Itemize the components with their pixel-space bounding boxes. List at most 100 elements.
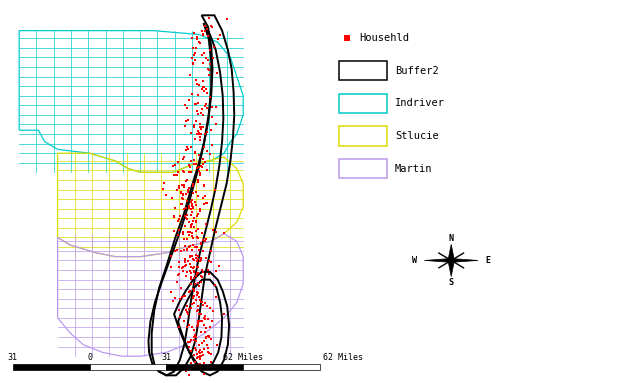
Point xyxy=(200,28,211,34)
Point xyxy=(204,258,214,264)
Point xyxy=(196,267,207,273)
Point xyxy=(183,189,193,195)
Point xyxy=(211,268,221,274)
Point xyxy=(189,52,200,58)
Point xyxy=(193,193,203,199)
Point xyxy=(191,219,201,225)
Point xyxy=(186,270,196,276)
Text: N: N xyxy=(449,234,454,243)
Point xyxy=(204,334,214,340)
Point xyxy=(186,91,196,97)
Point xyxy=(179,206,189,212)
Text: Buffer2: Buffer2 xyxy=(395,66,438,76)
Polygon shape xyxy=(424,259,451,262)
Point xyxy=(197,299,207,305)
Point xyxy=(188,204,198,210)
Point xyxy=(202,148,212,154)
Point xyxy=(193,100,204,106)
Point xyxy=(180,293,191,299)
Point xyxy=(195,318,205,324)
Point xyxy=(192,271,202,277)
Point xyxy=(186,224,196,230)
Point xyxy=(189,124,199,130)
Point xyxy=(186,360,196,367)
Polygon shape xyxy=(448,260,454,277)
Point xyxy=(213,36,223,42)
Point xyxy=(175,296,185,302)
Point xyxy=(189,215,199,221)
Point xyxy=(190,281,200,287)
Point xyxy=(189,275,199,281)
Point xyxy=(177,156,188,162)
Point xyxy=(182,198,192,204)
Point xyxy=(179,185,189,191)
Point xyxy=(192,308,202,314)
Text: S: S xyxy=(449,278,454,286)
Point xyxy=(181,118,191,124)
Point xyxy=(177,231,188,237)
Point xyxy=(188,234,198,241)
Point xyxy=(198,322,209,328)
Point xyxy=(187,54,197,61)
Point xyxy=(180,123,190,129)
Text: W: W xyxy=(412,256,417,265)
Point xyxy=(211,121,221,127)
Point xyxy=(189,334,200,340)
Point xyxy=(198,32,208,38)
Point xyxy=(196,311,206,318)
Point xyxy=(193,235,203,241)
Point xyxy=(219,230,229,236)
Point xyxy=(213,264,223,270)
Point xyxy=(187,201,197,207)
Point xyxy=(182,247,193,253)
Point xyxy=(182,269,192,275)
Point xyxy=(188,268,198,275)
Point xyxy=(193,256,203,262)
Point xyxy=(198,237,209,243)
Point xyxy=(202,200,212,206)
Point xyxy=(207,105,218,111)
Point xyxy=(193,308,203,314)
Point xyxy=(186,169,196,175)
Point xyxy=(207,24,217,30)
Point xyxy=(193,179,204,185)
Point xyxy=(189,224,199,231)
Point xyxy=(195,208,205,214)
Point xyxy=(204,66,214,72)
Point xyxy=(184,162,195,168)
Point xyxy=(166,264,176,270)
Text: 62 Miles: 62 Miles xyxy=(323,353,364,362)
Point xyxy=(180,223,190,229)
Point xyxy=(179,154,189,160)
Point xyxy=(195,297,205,303)
Point xyxy=(192,81,202,87)
Point xyxy=(185,260,195,267)
Point xyxy=(193,354,203,360)
Point xyxy=(177,201,187,207)
Point xyxy=(208,227,218,233)
Bar xyxy=(339,159,387,178)
Point xyxy=(186,273,196,280)
Point xyxy=(186,324,196,330)
Point xyxy=(184,205,195,211)
Point xyxy=(184,232,194,238)
Point xyxy=(173,159,183,165)
Point xyxy=(192,289,202,295)
Point xyxy=(202,129,212,135)
Point xyxy=(204,15,214,21)
Point xyxy=(201,85,211,92)
Point xyxy=(193,270,203,276)
Point xyxy=(194,362,204,368)
Point xyxy=(199,182,209,188)
Point xyxy=(203,345,213,351)
Point xyxy=(194,311,204,317)
Point xyxy=(186,281,196,287)
Point xyxy=(189,332,200,338)
Point xyxy=(204,94,214,100)
Point xyxy=(186,222,196,228)
Point xyxy=(194,168,204,174)
Bar xyxy=(90,364,166,370)
Point xyxy=(179,236,189,242)
Point xyxy=(177,294,188,300)
Point xyxy=(201,254,211,260)
